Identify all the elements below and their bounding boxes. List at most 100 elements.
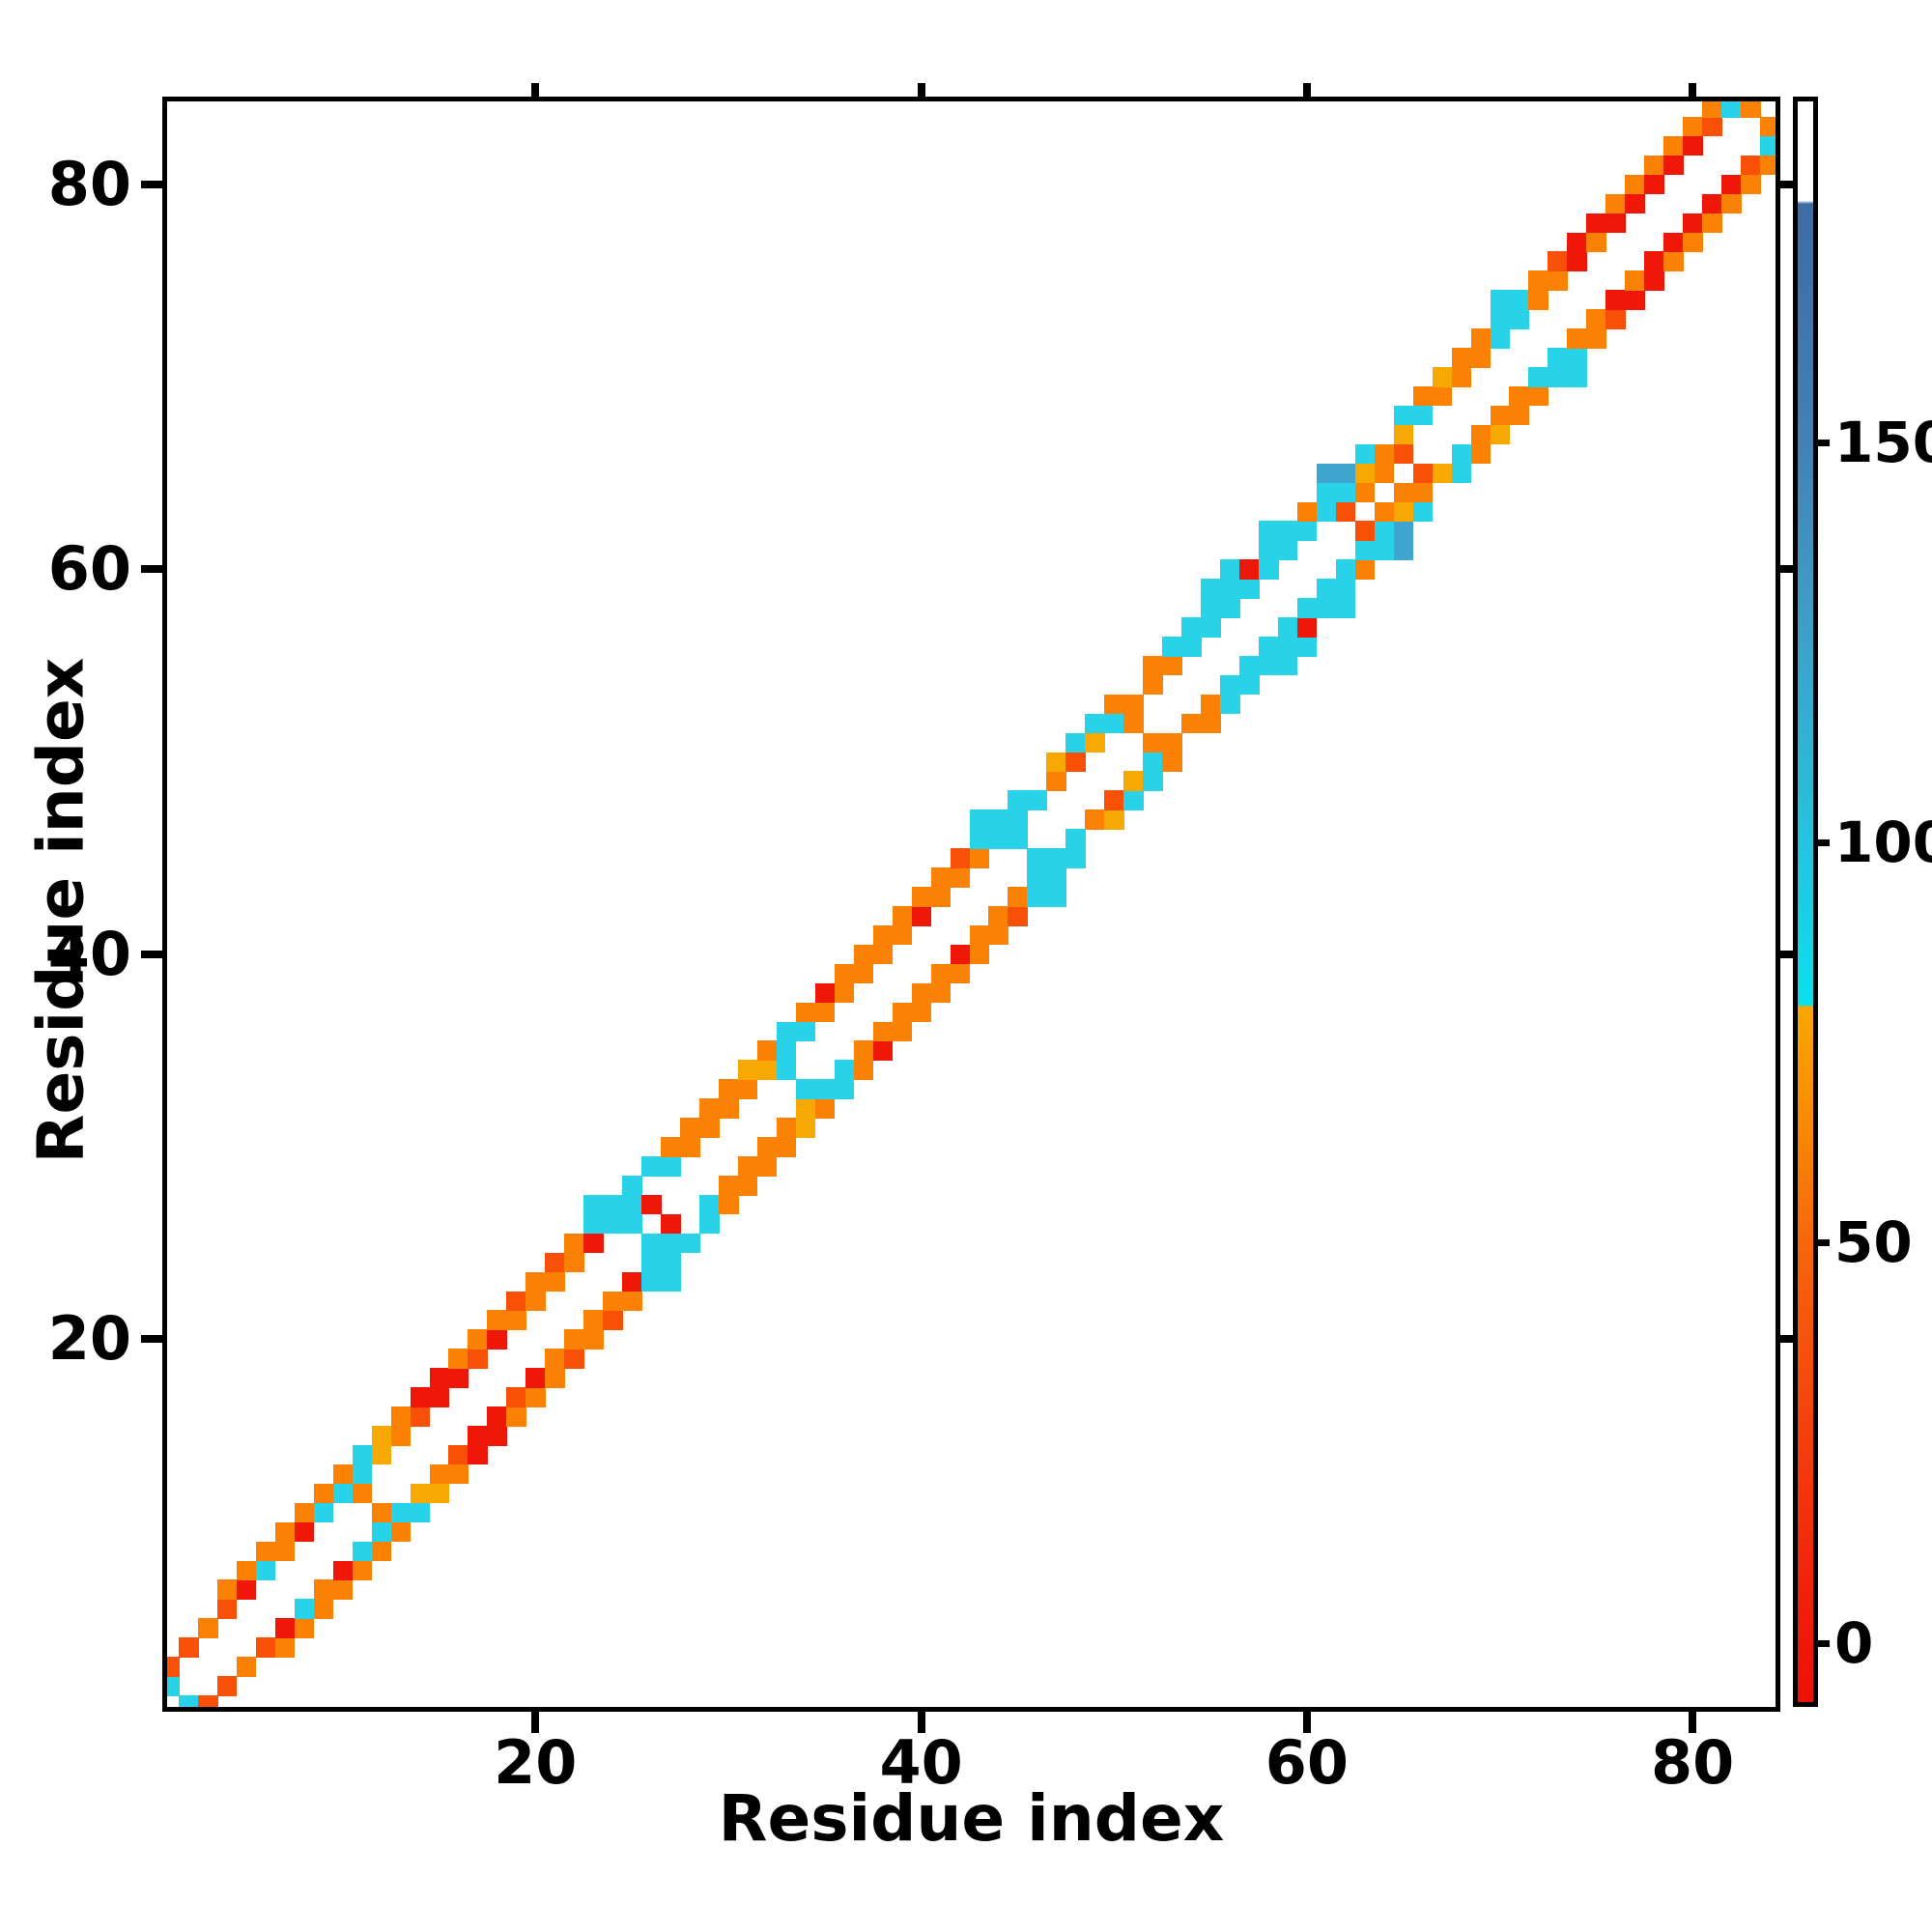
- heatmap-cell: [795, 1118, 816, 1138]
- heatmap-cell: [1760, 116, 1776, 137]
- heatmap-cell: [699, 1194, 720, 1215]
- heatmap-cell: [1586, 328, 1606, 349]
- heatmap-cell: [1296, 501, 1318, 523]
- heatmap-cell: [661, 1233, 681, 1254]
- heatmap-cell: [1335, 559, 1356, 580]
- heatmap-cell: [545, 1271, 565, 1293]
- heatmap-cell: [718, 1175, 739, 1196]
- heatmap-cell: [1123, 790, 1144, 810]
- heatmap-cell: [1277, 540, 1298, 560]
- heatmap-cell: [583, 1329, 604, 1350]
- heatmap-cell: [410, 1406, 431, 1427]
- heatmap-cell: [1239, 559, 1260, 580]
- y-tick-label: 60: [47, 533, 131, 605]
- y-tick-right: [1780, 180, 1794, 188]
- heatmap-cell: [661, 1156, 681, 1177]
- heatmap-cell: [756, 1040, 778, 1061]
- heatmap-cell: [680, 1118, 700, 1138]
- heatmap-cell: [622, 1213, 642, 1235]
- heatmap-cell: [448, 1349, 469, 1369]
- heatmap-cell: [506, 1291, 526, 1312]
- heatmap-cell: [1027, 867, 1047, 888]
- heatmap-cell: [274, 1521, 296, 1543]
- colorbar-tick-label: 100: [1834, 810, 1932, 876]
- heatmap-cell: [1316, 598, 1337, 618]
- heatmap-cell: [1490, 290, 1511, 310]
- heatmap-cell: [911, 982, 932, 1004]
- colorbar-tick-label: 0: [1834, 1609, 1874, 1676]
- heatmap-cell: [1354, 540, 1376, 560]
- heatmap-cell: [1220, 674, 1240, 696]
- heatmap-cell: [1586, 213, 1606, 234]
- heatmap-cell: [313, 1502, 334, 1523]
- heatmap-cell: [641, 1233, 662, 1254]
- heatmap-cell: [1277, 637, 1298, 657]
- heatmap-cell: [1354, 443, 1376, 465]
- heatmap-cell: [969, 944, 990, 965]
- x-tick-top: [1689, 83, 1697, 97]
- heatmap-cell: [1181, 617, 1202, 638]
- heatmap-cell: [1374, 540, 1395, 560]
- y-tick-right: [1780, 1335, 1794, 1344]
- heatmap-cell: [1277, 617, 1298, 638]
- heatmap-cell: [969, 829, 990, 849]
- heatmap-cell: [1663, 155, 1684, 176]
- heatmap-cell: [1393, 405, 1414, 426]
- heatmap-cell: [390, 1406, 412, 1427]
- heatmap-cell: [1123, 713, 1144, 734]
- heatmap-cell: [1162, 655, 1182, 676]
- heatmap-cell: [390, 1426, 412, 1446]
- heatmap-cell: [1412, 385, 1434, 407]
- heatmap-cell: [1702, 116, 1722, 137]
- heatmap-cell: [1143, 655, 1163, 676]
- heatmap-cell: [1008, 810, 1028, 830]
- heatmap-cell: [892, 1021, 913, 1042]
- heatmap-cell: [814, 1098, 836, 1119]
- heatmap-cell: [236, 1579, 257, 1600]
- heatmap-cell: [1412, 501, 1434, 523]
- heatmap-cell: [872, 944, 894, 965]
- heatmap-cell: [313, 1599, 334, 1619]
- heatmap-cell: [1008, 905, 1028, 926]
- heatmap-cell: [795, 1021, 816, 1042]
- heatmap-cell: [487, 1426, 507, 1446]
- y-tick: [141, 565, 162, 574]
- heatmap-cell: [1296, 521, 1318, 541]
- heatmap-cell: [853, 963, 874, 984]
- heatmap-cell: [294, 1599, 315, 1619]
- heatmap-cell: [622, 1194, 642, 1215]
- heatmap-cell: [1277, 521, 1298, 541]
- heatmap-cell: [1741, 101, 1761, 118]
- heatmap-cell: [236, 1560, 257, 1581]
- heatmap-cell: [371, 1426, 392, 1446]
- heatmap-cell: [564, 1233, 584, 1254]
- heatmap-cell: [1625, 290, 1645, 310]
- heatmap-cell: [988, 905, 1009, 926]
- colorbar-tick: [1817, 1239, 1830, 1247]
- heatmap-cell: [332, 1579, 354, 1600]
- heatmap-cell: [1393, 501, 1414, 523]
- heatmap-cell: [487, 1329, 507, 1350]
- heatmap-cell: [776, 1040, 797, 1061]
- heatmap-cell: [737, 1060, 758, 1080]
- y-tick-label: 20: [47, 1303, 131, 1375]
- heatmap-cell: [526, 1387, 546, 1407]
- heatmap-cell: [1258, 655, 1279, 676]
- heatmap-cell: [1721, 174, 1742, 195]
- heatmap-cell: [1625, 193, 1645, 214]
- heatmap-cell: [1085, 810, 1105, 830]
- heatmap-cell: [1548, 251, 1568, 271]
- heatmap-cell: [1181, 713, 1202, 734]
- heatmap-cell: [641, 1252, 662, 1273]
- heatmap-cell: [468, 1444, 488, 1465]
- heatmap-cell: [1451, 367, 1472, 387]
- heatmap-cell: [352, 1444, 373, 1465]
- heatmap-cell: [1509, 405, 1530, 426]
- heatmap-cell: [1085, 713, 1105, 734]
- heatmap-cell: [1625, 174, 1645, 195]
- heatmap-cell: [167, 1676, 180, 1696]
- heatmap-cell: [756, 1137, 778, 1157]
- heatmap-cell: [1412, 405, 1434, 426]
- heatmap-cell: [1316, 482, 1337, 503]
